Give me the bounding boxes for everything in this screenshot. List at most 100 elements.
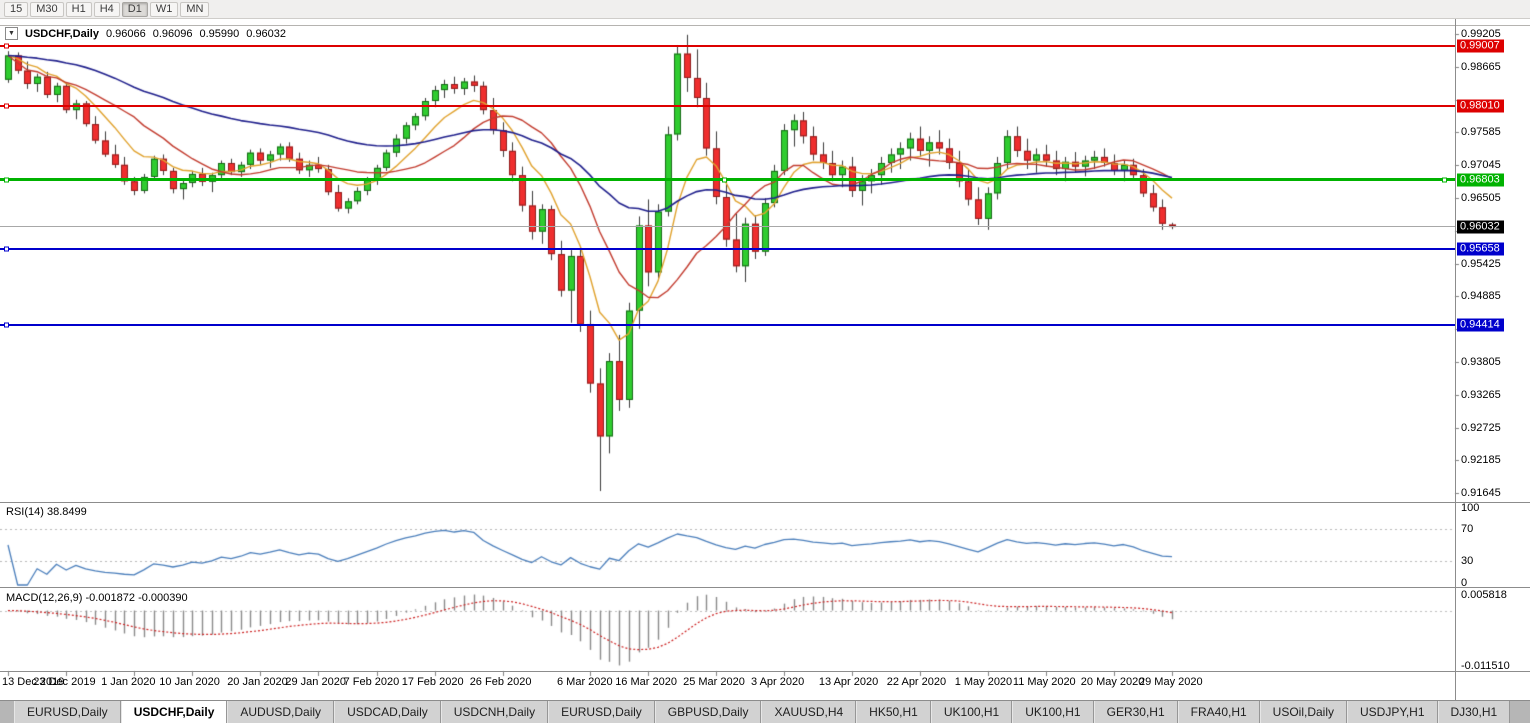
horizontal-line-0.96803[interactable] bbox=[0, 178, 1455, 182]
timeframe-toolbar: 15 M30 H1 H4 D1 W1 MN bbox=[0, 0, 1530, 19]
chart-canvas[interactable] bbox=[0, 19, 1530, 700]
price-label-0.99007: 0.99007 bbox=[1457, 39, 1504, 53]
line-handle-0.98010-0[interactable] bbox=[4, 103, 9, 109]
chart-tab-15-DJ30,H1[interactable]: DJ30,H1 bbox=[1437, 701, 1511, 723]
timeframe-button-MN[interactable]: MN bbox=[180, 1, 210, 17]
chart-tab-10-UK100,H1[interactable]: UK100,H1 bbox=[1012, 701, 1094, 723]
ohlc-high: 0.96096 bbox=[152, 27, 193, 40]
date-label-17-Feb-2020: 17 Feb 2020 bbox=[401, 676, 464, 688]
date-label-29-Jan-2020: 29 Jan 2020 bbox=[285, 676, 346, 688]
chart-ohlc-header: ▼ USDCHF,Daily 0.96066 0.96096 0.95990 0… bbox=[5, 27, 286, 40]
chart-tab-8-HK50,H1[interactable]: HK50,H1 bbox=[856, 701, 931, 723]
timeframe-button-D1[interactable]: D1 bbox=[121, 1, 148, 17]
rsi-axis-label-0: 0 bbox=[1461, 577, 1468, 589]
chart-tab-9-UK100,H1[interactable]: UK100,H1 bbox=[930, 701, 1013, 723]
line-handle-0.94414-0[interactable] bbox=[4, 322, 9, 328]
horizontal-line-0.98010[interactable] bbox=[0, 105, 1455, 108]
date-label-25-Mar-2020: 25 Mar 2020 bbox=[683, 676, 745, 688]
price-tick-0.99205: 0.99205 bbox=[1461, 27, 1501, 40]
price-tick-0.98665: 0.98665 bbox=[1461, 60, 1501, 73]
date-label-10-Jan-2020: 10 Jan 2020 bbox=[159, 676, 220, 688]
chart-tab-11-GER30,H1[interactable]: GER30,H1 bbox=[1093, 701, 1178, 723]
macd-axis-label--0.011510: -0.011510 bbox=[1461, 660, 1510, 672]
chart-tab-4-USDCNH,Daily[interactable]: USDCNH,Daily bbox=[440, 701, 549, 723]
chart-tab-6-GBPUSD,Daily[interactable]: GBPUSD,Daily bbox=[654, 701, 762, 723]
date-label-6-Mar-2020: 6 Mar 2020 bbox=[557, 676, 613, 688]
chart-tabs-bar: EURUSD,Daily USDCHF,Daily AUDUSD,Daily USDC… bbox=[0, 700, 1530, 723]
price-tick-0.97045: 0.97045 bbox=[1461, 159, 1501, 172]
date-label-13-Dec-2019: 13 Dec 2019 bbox=[2, 676, 65, 688]
chart-tab-7-XAUUSD,H4[interactable]: XAUUSD,H4 bbox=[761, 701, 857, 723]
triangle-down-glyph: ▼ bbox=[8, 30, 15, 37]
price-label-0.98010: 0.98010 bbox=[1457, 99, 1504, 113]
price-axis-boundary-line bbox=[1455, 19, 1456, 700]
price-tick-0.96505: 0.96505 bbox=[1461, 191, 1501, 204]
chart-region: ▼ USDCHF,Daily 0.96066 0.96096 0.95990 0… bbox=[0, 19, 1530, 700]
timeframe-button-H1[interactable]: H1 bbox=[65, 1, 92, 17]
date-label-1-May-2020: 1 May 2020 bbox=[954, 676, 1013, 688]
price-tick-0.91645: 0.91645 bbox=[1461, 487, 1501, 500]
chart-tab-0-EURUSD,Daily[interactable]: EURUSD,Daily bbox=[14, 701, 121, 723]
line-handle-0.95658-0[interactable] bbox=[4, 246, 9, 252]
pane-separator-1 bbox=[0, 587, 1530, 588]
pane-separator-0 bbox=[0, 502, 1530, 503]
timeframe-button-M30[interactable]: M30 bbox=[30, 1, 64, 17]
horizontal-line-0.94414[interactable] bbox=[0, 323, 1455, 326]
rsi-axis-label-100: 100 bbox=[1461, 502, 1480, 514]
date-label-20-May-2020: 20 May 2020 bbox=[1080, 676, 1145, 688]
price-tick-0.94885: 0.94885 bbox=[1461, 290, 1501, 303]
line-handle-0.96803-2[interactable] bbox=[1442, 177, 1447, 183]
chart-tab-14-USDJPY,H1[interactable]: USDJPY,H1 bbox=[1347, 701, 1438, 723]
line-handle-0.96803-1[interactable] bbox=[722, 177, 727, 183]
chart-symbol-label: USDCHF,Daily bbox=[25, 27, 99, 40]
date-label-26-Feb-2020: 26 Feb 2020 bbox=[469, 676, 532, 688]
rsi-axis-label-30: 30 bbox=[1461, 555, 1474, 567]
date-label-13-Apr-2020: 13 Apr 2020 bbox=[818, 676, 879, 688]
date-label-3-Apr-2020: 3 Apr 2020 bbox=[751, 676, 805, 688]
chart-tab-5-EURUSD,Daily[interactable]: EURUSD,Daily bbox=[548, 701, 655, 723]
price-label-0.95658: 0.95658 bbox=[1457, 242, 1504, 256]
date-label-29-May-2020: 29 May 2020 bbox=[1139, 676, 1203, 688]
chart-tab-3-USDCAD,Daily[interactable]: USDCAD,Daily bbox=[334, 701, 441, 723]
time-axis[interactable]: 13 Dec 2019 23 Dec 2019 1 Jan 2020 10 Jan 2… bbox=[0, 672, 1455, 700]
macd-axis-label-0.005818: 0.005818 bbox=[1461, 589, 1507, 601]
date-label-22-Apr-2020: 22 Apr 2020 bbox=[886, 676, 947, 688]
horizontal-line-0.99007[interactable] bbox=[0, 44, 1455, 47]
chart-tab-1-USDCHF,Daily[interactable]: USDCHF,Daily bbox=[120, 701, 228, 723]
chart-tab-12-FRA40,H1[interactable]: FRA40,H1 bbox=[1177, 701, 1260, 723]
timeframe-button-W1[interactable]: W1 bbox=[149, 1, 179, 17]
rsi-indicator-label: RSI(14) 38.8499 bbox=[6, 506, 87, 518]
price-tick-0.92185: 0.92185 bbox=[1461, 454, 1501, 467]
ohlc-low: 0.95990 bbox=[199, 27, 240, 40]
price-label-0.94414: 0.94414 bbox=[1457, 318, 1504, 332]
chart-menu-icon[interactable]: ▼ bbox=[5, 27, 18, 40]
price-axis[interactable]: 0.99205 0.98665 0.97585 0.97045 0.96505 0.954… bbox=[1456, 19, 1530, 700]
price-label-0.96803: 0.96803 bbox=[1457, 173, 1504, 187]
date-label-7-Feb-2020: 7 Feb 2020 bbox=[343, 676, 400, 688]
chart-tab-2-AUDUSD,Daily[interactable]: AUDUSD,Daily bbox=[227, 701, 335, 723]
rsi-axis-label-70: 70 bbox=[1461, 523, 1474, 535]
date-label-1-Jan-2020: 1 Jan 2020 bbox=[101, 676, 156, 688]
pane-separator-2 bbox=[0, 671, 1530, 672]
price-tick-0.95425: 0.95425 bbox=[1461, 257, 1501, 270]
date-label-16-Mar-2020: 16 Mar 2020 bbox=[615, 676, 677, 688]
line-handle-0.99007-0[interactable] bbox=[4, 43, 9, 49]
horizontal-line-0.95658[interactable] bbox=[0, 248, 1455, 251]
price-tick-0.92725: 0.92725 bbox=[1461, 421, 1501, 434]
timeframe-button-H4[interactable]: H4 bbox=[93, 1, 120, 17]
date-label-23-Dec-2019: 23 Dec 2019 bbox=[33, 676, 96, 688]
chart-top-border bbox=[0, 25, 1530, 26]
date-label-20-Jan-2020: 20 Jan 2020 bbox=[227, 676, 288, 688]
ohlc-close: 0.96032 bbox=[246, 27, 287, 40]
chart-tab-13-USOil,Daily[interactable]: USOil,Daily bbox=[1259, 701, 1348, 723]
price-tick-0.93265: 0.93265 bbox=[1461, 388, 1501, 401]
line-handle-0.96803-0[interactable] bbox=[4, 177, 9, 183]
macd-indicator-label: MACD(12,26,9) -0.001872 -0.000390 bbox=[6, 592, 188, 604]
date-label-11-May-2020: 11 May 2020 bbox=[1012, 676, 1076, 688]
ohlc-open: 0.96066 bbox=[105, 27, 146, 40]
current-price-label: 0.96032 bbox=[1457, 220, 1504, 234]
timeframe-button-15[interactable]: 15 bbox=[4, 1, 29, 17]
price-tick-0.97585: 0.97585 bbox=[1461, 126, 1501, 139]
current-price-line bbox=[0, 226, 1455, 228]
